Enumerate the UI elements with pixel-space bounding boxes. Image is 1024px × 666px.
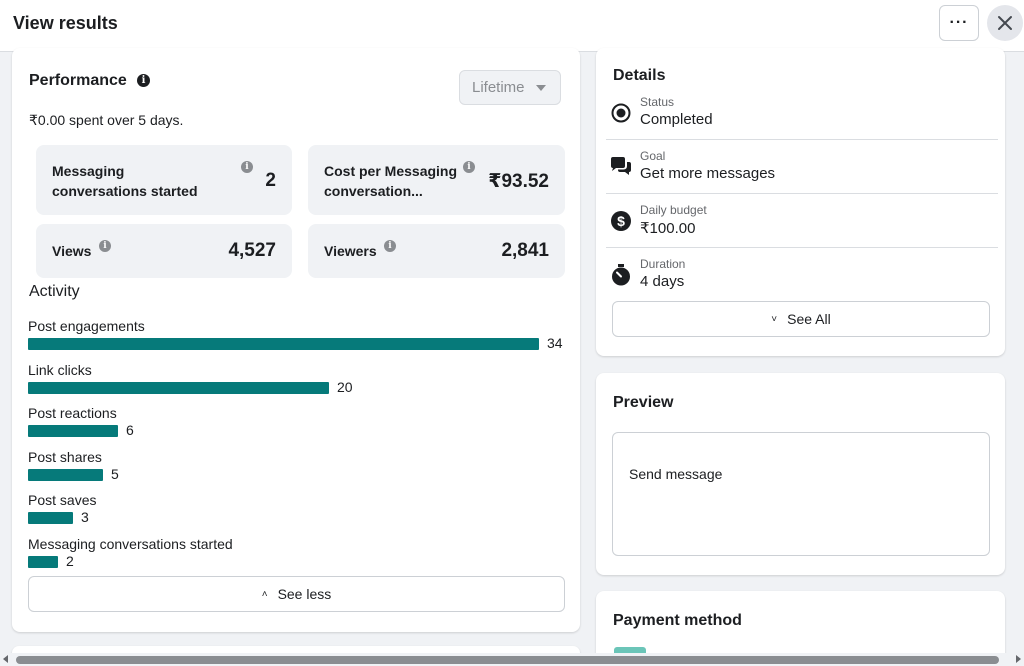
detail-value: Get more messages xyxy=(640,165,776,182)
activity-label: Post shares xyxy=(28,449,102,465)
metric-card-cost-per-conversation: Cost per Messaging conversation... i ₹93… xyxy=(308,145,565,215)
svg-text:$: $ xyxy=(617,213,625,229)
info-icon[interactable]: i xyxy=(137,74,150,87)
payment-card: Payment method xyxy=(596,591,1005,661)
details-title: Details xyxy=(613,67,666,84)
see-less-label: See less xyxy=(277,586,332,602)
info-icon[interactable]: i xyxy=(99,240,111,252)
activity-value: 34 xyxy=(547,335,563,351)
activity-label: Post engagements xyxy=(28,318,145,334)
detail-key: Duration xyxy=(640,257,686,271)
metric-label: Views xyxy=(52,243,92,259)
activity-row: Link clicks 20 xyxy=(28,362,568,406)
performance-title: Performance xyxy=(29,72,127,89)
metric-value: 2 xyxy=(265,170,276,191)
activity-label: Post reactions xyxy=(28,405,117,421)
detail-value: 4 days xyxy=(640,273,685,290)
close-button[interactable] xyxy=(987,5,1023,41)
detail-key: Status xyxy=(640,95,675,109)
metric-value: 4,527 xyxy=(228,240,276,261)
horizontal-scrollbar[interactable] xyxy=(0,653,1024,666)
stopwatch-icon xyxy=(610,264,632,286)
payment-title: Payment method xyxy=(613,612,742,629)
activity-value: 3 xyxy=(81,509,89,525)
caret-down-icon xyxy=(536,85,546,91)
spent-summary: ₹0.00 spent over 5 days. xyxy=(29,112,184,128)
performance-card: Performance i Lifetime ₹0.00 spent over … xyxy=(12,48,580,632)
detail-row-goal: Goal Get more messages xyxy=(606,140,998,194)
metric-value: ₹93.52 xyxy=(488,171,549,192)
detail-value: ₹100.00 xyxy=(640,220,696,237)
activity-label: Messaging conversations started xyxy=(28,536,233,552)
detail-row-status: Status Completed xyxy=(606,86,998,140)
metric-value: 2,841 xyxy=(501,240,549,261)
activity-bar xyxy=(28,382,329,394)
details-card: Details Status Completed Goal Get more m… xyxy=(596,48,1005,356)
chevron-up-icon: ˄ xyxy=(261,588,268,600)
detail-key: Daily budget xyxy=(640,203,707,217)
preview-message-text: Send message xyxy=(629,466,723,482)
message-preview[interactable]: Send message xyxy=(612,432,990,556)
info-icon[interactable]: i xyxy=(384,240,396,252)
scroll-left-arrow-icon[interactable] xyxy=(3,655,8,663)
date-range-value: Lifetime xyxy=(472,79,525,96)
activity-row: Post saves 3 xyxy=(28,492,568,536)
scroll-right-arrow-icon[interactable] xyxy=(1016,655,1021,663)
detail-value: Completed xyxy=(640,111,713,128)
scrollbar-thumb[interactable] xyxy=(16,656,999,664)
activity-value: 6 xyxy=(126,422,134,438)
radio-selected-icon xyxy=(610,102,632,124)
metric-card-viewers: Viewers i 2,841 xyxy=(308,224,565,278)
info-icon[interactable]: i xyxy=(463,161,475,173)
metric-label: Cost per Messaging conversation... xyxy=(324,163,458,199)
activity-label: Link clicks xyxy=(28,362,92,378)
activity-row: Post shares 5 xyxy=(28,449,568,493)
dialog-header: View results ··· xyxy=(0,0,1024,52)
detail-row-duration: Duration 4 days xyxy=(606,248,998,302)
chevron-down-icon: ˅ xyxy=(771,313,778,325)
activity-row: Messaging conversations started 2 xyxy=(28,536,568,580)
dialog-title: View results xyxy=(13,13,118,33)
activity-value: 2 xyxy=(66,553,74,569)
activity-title: Activity xyxy=(29,283,80,300)
date-range-dropdown[interactable]: Lifetime xyxy=(459,70,561,105)
activity-bar xyxy=(28,469,103,481)
detail-row-daily-budget: $ Daily budget ₹100.00 xyxy=(606,194,998,248)
activity-bar xyxy=(28,338,539,350)
metric-label: Messaging conversations started xyxy=(52,163,198,199)
see-all-button[interactable]: ˅ See All xyxy=(612,301,990,337)
activity-label: Post saves xyxy=(28,492,97,508)
metric-card-conversations: Messaging conversations started i 2 xyxy=(36,145,292,215)
metric-card-views: Views i 4,527 xyxy=(36,224,292,278)
dollar-coin-icon: $ xyxy=(610,210,632,232)
preview-title: Preview xyxy=(613,394,674,411)
detail-key: Goal xyxy=(640,149,666,163)
activity-value: 20 xyxy=(337,379,353,395)
more-options-button[interactable]: ··· xyxy=(939,5,979,41)
activity-bar xyxy=(28,556,58,568)
activity-bar xyxy=(28,425,118,437)
metric-label: Viewers xyxy=(324,243,377,259)
activity-row: Post engagements 34 xyxy=(28,318,568,362)
info-icon[interactable]: i xyxy=(241,161,253,173)
close-icon xyxy=(998,16,1012,30)
see-all-label: See All xyxy=(787,311,831,327)
activity-value: 5 xyxy=(111,466,119,482)
chat-bubbles-icon xyxy=(610,156,632,178)
activity-bar xyxy=(28,512,73,524)
activity-row: Post reactions 6 xyxy=(28,405,568,449)
preview-card: Preview Send message xyxy=(596,373,1005,575)
see-less-button[interactable]: ˄ See less xyxy=(28,576,565,612)
more-dots-icon: ··· xyxy=(949,14,969,31)
